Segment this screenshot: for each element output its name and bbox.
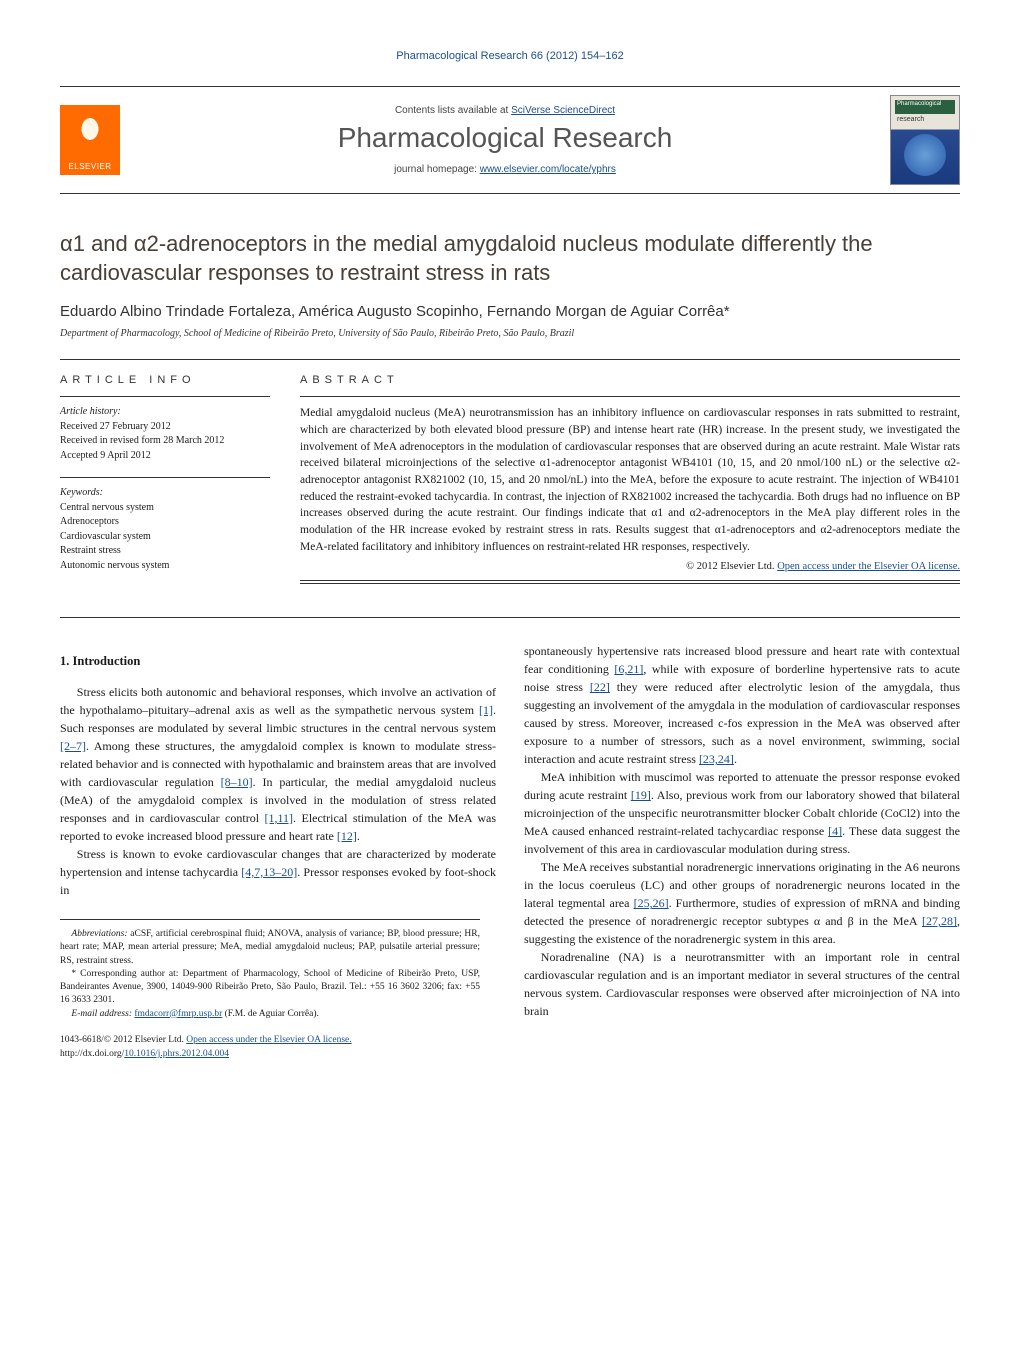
ref-link[interactable]: [22] — [590, 680, 610, 694]
masthead-center: Contents lists available at SciVerse Sci… — [132, 105, 878, 175]
cover-top-text: Pharmacological — [897, 101, 941, 107]
ref-link[interactable]: [12] — [337, 829, 357, 843]
homepage-link[interactable]: www.elsevier.com/locate/yphrs — [480, 164, 616, 175]
divider — [60, 396, 270, 397]
doi-prefix-2: http://dx.doi.org/ — [60, 1049, 124, 1059]
ref-link[interactable]: [8–10] — [221, 775, 253, 789]
body-paragraph: Noradrenaline (NA) is a neurotransmitter… — [524, 948, 960, 1020]
abbrev-label: Abbreviations: — [71, 929, 127, 939]
keywords-heading: Keywords: — [60, 486, 270, 501]
contents-line: Contents lists available at SciVerse Sci… — [132, 105, 878, 116]
keyword: Autonomic nervous system — [60, 559, 270, 574]
keyword: Adrenoceptors — [60, 515, 270, 530]
homepage-prefix: journal homepage: — [394, 164, 480, 175]
ref-link[interactable]: [1] — [479, 703, 493, 717]
divider — [60, 477, 270, 478]
ref-link[interactable]: [4,7,13–20] — [241, 865, 297, 879]
history-received: Received 27 February 2012 — [60, 420, 270, 435]
elsevier-logo-text: ELSEVIER — [68, 162, 111, 171]
ref-link[interactable]: [1,11] — [265, 811, 294, 825]
keyword: Central nervous system — [60, 501, 270, 516]
oa-license-link[interactable]: Open access under the Elsevier OA licens… — [186, 1035, 351, 1045]
body-paragraph: Stress is known to evoke cardiovascular … — [60, 845, 496, 899]
oa-license-link[interactable]: Open access under the Elsevier OA licens… — [777, 561, 960, 572]
elsevier-logo-icon: ELSEVIER — [60, 105, 120, 175]
keywords-block: Keywords: Central nervous system Adrenoc… — [60, 486, 270, 573]
masthead: ELSEVIER Contents lists available at Sci… — [60, 86, 960, 194]
journal-cover-icon: Pharmacological research — [890, 95, 960, 185]
doi-line-1: 1043-6618/© 2012 Elsevier Ltd. Open acce… — [60, 1033, 496, 1047]
article-info-column: ARTICLE INFO Article history: Received 2… — [60, 374, 270, 587]
history-heading: Article history: — [60, 405, 270, 420]
email-link[interactable]: fmdacorr@fmrp.usp.br — [134, 1009, 222, 1019]
keyword: Restraint stress — [60, 544, 270, 559]
ref-link[interactable]: [23,24] — [699, 752, 734, 766]
abbreviations: Abbreviations: aCSF, artificial cerebros… — [60, 928, 480, 968]
article-history: Article history: Received 27 February 20… — [60, 405, 270, 463]
corresponding-author: * Corresponding author at: Department of… — [60, 968, 480, 1008]
abstract-label: ABSTRACT — [300, 374, 960, 386]
article-title: α1 and α2-adrenoceptors in the medial am… — [60, 230, 960, 287]
sciencedirect-link[interactable]: SciVerse ScienceDirect — [511, 105, 615, 116]
homepage-line: journal homepage: www.elsevier.com/locat… — [132, 164, 878, 175]
contents-prefix: Contents lists available at — [395, 105, 511, 116]
ref-link[interactable]: [4] — [828, 824, 842, 838]
history-accepted: Accepted 9 April 2012 — [60, 449, 270, 464]
keyword: Cardiovascular system — [60, 530, 270, 545]
ref-link[interactable]: [27,28] — [922, 914, 957, 928]
double-rule — [300, 580, 960, 584]
authors: Eduardo Albino Trindade Fortaleza, Améri… — [60, 303, 960, 320]
email-suffix: (F.M. de Aguiar Corrêa). — [222, 1009, 319, 1019]
body-columns: 1. Introduction Stress elicits both auto… — [60, 642, 960, 1061]
email-label: E-mail address: — [71, 1009, 134, 1019]
body-paragraph: spontaneously hypertensive rats increase… — [524, 642, 960, 768]
affiliation: Department of Pharmacology, School of Me… — [60, 328, 960, 339]
abstract-copyright: © 2012 Elsevier Ltd. Open access under t… — [300, 561, 960, 572]
ref-link[interactable]: [25,26] — [634, 896, 669, 910]
article-info-label: ARTICLE INFO — [60, 374, 270, 386]
doi-prefix-1: 1043-6618/© 2012 Elsevier Ltd. — [60, 1035, 186, 1045]
journal-name: Pharmacological Research — [132, 122, 878, 154]
running-head: Pharmacological Research 66 (2012) 154–1… — [60, 50, 960, 62]
email-line: E-mail address: fmdacorr@fmrp.usp.br (F.… — [60, 1008, 480, 1021]
history-revised: Received in revised form 28 March 2012 — [60, 434, 270, 449]
body-paragraph: The MeA receives substantial noradrenerg… — [524, 858, 960, 948]
ref-link[interactable]: [6,21] — [614, 662, 643, 676]
body-paragraph: MeA inhibition with muscimol was reporte… — [524, 768, 960, 858]
abstract-text: Medial amygdaloid nucleus (MeA) neurotra… — [300, 405, 960, 555]
divider — [300, 396, 960, 397]
doi-block: 1043-6618/© 2012 Elsevier Ltd. Open acce… — [60, 1033, 496, 1062]
corr-label: * Corresponding author at: — [71, 969, 182, 979]
abstract-column: ABSTRACT Medial amygdaloid nucleus (MeA)… — [300, 374, 960, 587]
footnotes: Abbreviations: aCSF, artificial cerebros… — [60, 919, 480, 1021]
ref-link[interactable]: [19] — [631, 788, 651, 802]
doi-link[interactable]: 10.1016/j.phrs.2012.04.004 — [124, 1049, 229, 1059]
copyright-prefix: © 2012 Elsevier Ltd. — [686, 561, 777, 572]
doi-line-2: http://dx.doi.org/10.1016/j.phrs.2012.04… — [60, 1047, 496, 1061]
intro-heading: 1. Introduction — [60, 652, 496, 671]
divider — [60, 617, 960, 618]
ref-link[interactable]: [2–7] — [60, 739, 86, 753]
body-paragraph: Stress elicits both autonomic and behavi… — [60, 683, 496, 845]
cover-mid-text: research — [897, 116, 924, 123]
divider — [60, 359, 960, 360]
meta-abstract-row: ARTICLE INFO Article history: Received 2… — [60, 374, 960, 587]
